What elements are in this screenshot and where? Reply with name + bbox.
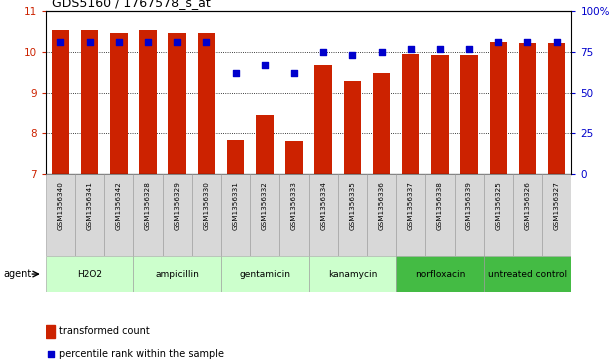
- Bar: [489, 42, 507, 174]
- Text: GSM1356327: GSM1356327: [554, 181, 560, 230]
- Text: GSM1356338: GSM1356338: [437, 181, 443, 230]
- Bar: [250, 174, 279, 256]
- Bar: [81, 30, 98, 174]
- Bar: [484, 174, 513, 256]
- Bar: [133, 174, 163, 256]
- Text: percentile rank within the sample: percentile rank within the sample: [59, 349, 224, 359]
- Text: agent: agent: [3, 269, 31, 279]
- Text: transformed count: transformed count: [59, 326, 150, 336]
- Bar: [227, 139, 244, 174]
- Bar: [484, 256, 571, 292]
- Text: H2O2: H2O2: [77, 270, 102, 278]
- Text: GDS5160 / 1767578_s_at: GDS5160 / 1767578_s_at: [52, 0, 211, 9]
- Text: GSM1356331: GSM1356331: [233, 181, 238, 230]
- Bar: [455, 174, 484, 256]
- Bar: [46, 325, 55, 338]
- Bar: [548, 43, 565, 174]
- Point: [464, 46, 474, 52]
- Bar: [110, 33, 128, 174]
- Point: [552, 40, 562, 45]
- Text: GSM1356339: GSM1356339: [466, 181, 472, 230]
- Bar: [542, 174, 571, 256]
- Point: [435, 46, 445, 52]
- Bar: [192, 174, 221, 256]
- Text: GSM1356332: GSM1356332: [262, 181, 268, 230]
- Bar: [133, 256, 221, 292]
- Text: GSM1356341: GSM1356341: [87, 181, 93, 230]
- Point: [46, 351, 56, 357]
- Bar: [46, 256, 133, 292]
- Point: [231, 70, 241, 76]
- Text: kanamycin: kanamycin: [327, 270, 377, 278]
- Bar: [279, 174, 309, 256]
- Bar: [169, 33, 186, 174]
- Text: norfloxacin: norfloxacin: [415, 270, 465, 278]
- Point: [522, 40, 532, 45]
- Bar: [343, 81, 361, 174]
- Text: ampicillin: ampicillin: [155, 270, 199, 278]
- Bar: [256, 115, 274, 174]
- Bar: [431, 54, 448, 174]
- Bar: [309, 256, 396, 292]
- Bar: [52, 30, 69, 174]
- Point: [318, 49, 328, 54]
- Bar: [425, 174, 455, 256]
- Bar: [519, 43, 536, 174]
- Text: GSM1356326: GSM1356326: [524, 181, 530, 230]
- Text: GSM1356335: GSM1356335: [349, 181, 356, 230]
- Text: GSM1356330: GSM1356330: [203, 181, 210, 230]
- Point: [376, 49, 386, 54]
- Bar: [402, 54, 420, 174]
- Text: GSM1356336: GSM1356336: [379, 181, 384, 230]
- Text: GSM1356329: GSM1356329: [174, 181, 180, 230]
- Bar: [285, 141, 302, 174]
- Point: [172, 40, 182, 45]
- Text: GSM1356342: GSM1356342: [116, 181, 122, 230]
- Bar: [163, 174, 192, 256]
- Bar: [373, 73, 390, 174]
- Bar: [396, 174, 425, 256]
- Bar: [75, 174, 104, 256]
- Text: GSM1356334: GSM1356334: [320, 181, 326, 230]
- Point: [348, 52, 357, 57]
- Point: [406, 46, 415, 52]
- Bar: [338, 174, 367, 256]
- Bar: [46, 174, 75, 256]
- Point: [260, 62, 269, 68]
- Bar: [460, 54, 478, 174]
- Point: [56, 40, 65, 45]
- Bar: [197, 33, 215, 174]
- Bar: [315, 65, 332, 174]
- Point: [85, 40, 95, 45]
- Bar: [221, 256, 309, 292]
- Text: GSM1356337: GSM1356337: [408, 181, 414, 230]
- Text: GSM1356328: GSM1356328: [145, 181, 151, 230]
- Point: [289, 70, 299, 76]
- Text: gentamicin: gentamicin: [240, 270, 290, 278]
- Bar: [513, 174, 542, 256]
- Bar: [367, 174, 396, 256]
- Point: [202, 40, 211, 45]
- Point: [114, 40, 123, 45]
- Text: GSM1356340: GSM1356340: [57, 181, 64, 230]
- Point: [494, 40, 503, 45]
- Bar: [221, 174, 250, 256]
- Bar: [309, 174, 338, 256]
- Bar: [396, 256, 484, 292]
- Point: [143, 40, 153, 45]
- Bar: [104, 174, 133, 256]
- Text: GSM1356333: GSM1356333: [291, 181, 297, 230]
- Bar: [139, 30, 157, 174]
- Text: untreated control: untreated control: [488, 270, 567, 278]
- Text: GSM1356325: GSM1356325: [496, 181, 501, 230]
